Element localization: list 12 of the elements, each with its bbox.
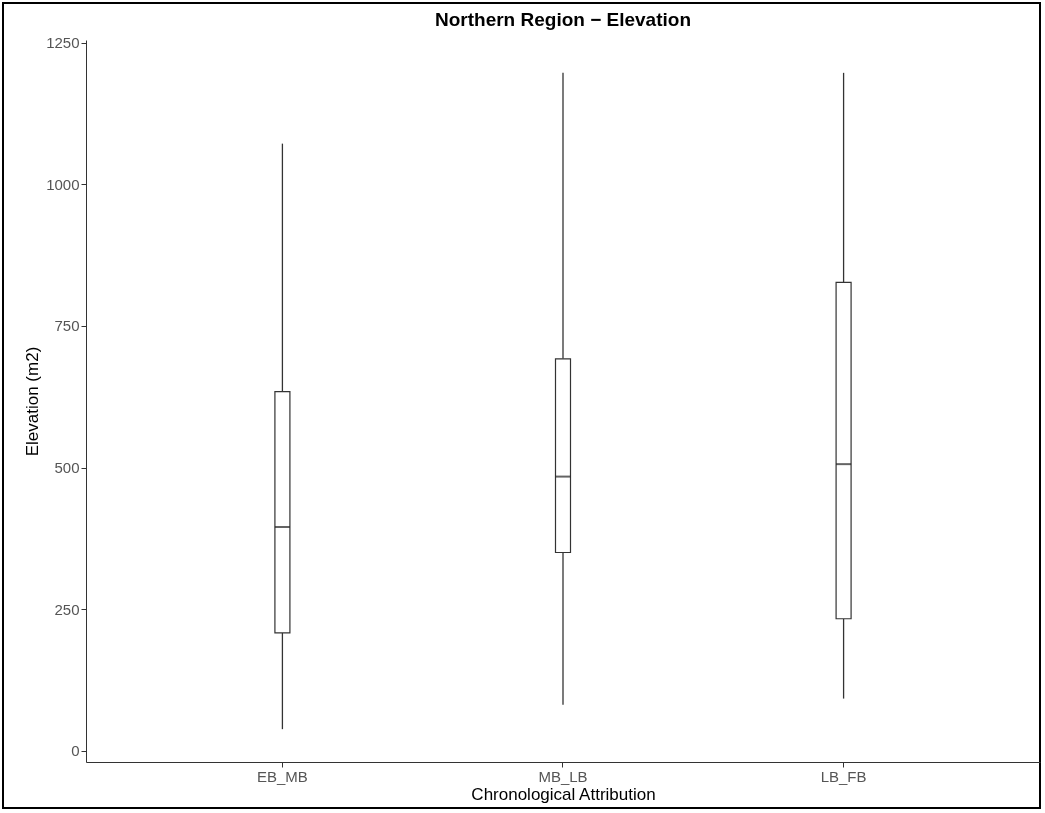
x-axis-title: Chronological Attribution: [471, 784, 656, 804]
y-tick-label: 0: [71, 742, 80, 760]
x-tick-label: LB_FB: [820, 767, 867, 785]
y-tick-label: 750: [54, 317, 80, 335]
x-tick-label: MB_LB: [538, 767, 588, 785]
y-tick-label: 1250: [46, 34, 80, 52]
y-tick-label: 500: [54, 459, 80, 477]
x-tick-label: EB_MB: [256, 767, 308, 785]
y-axis-title: Elevation (m2): [23, 346, 43, 457]
y-tick-label: 1000: [46, 175, 80, 193]
y-tick-label: 250: [54, 600, 80, 618]
chart-title: Northern Region − Elevation: [434, 8, 692, 30]
